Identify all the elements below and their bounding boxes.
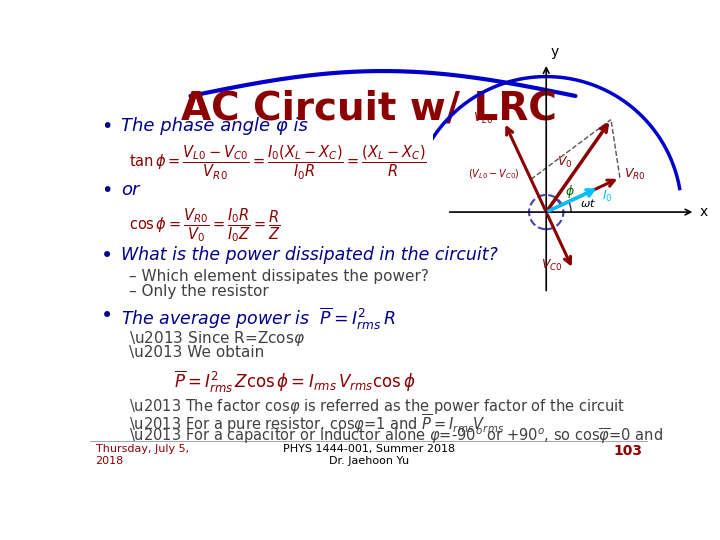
Text: •: • — [101, 117, 112, 136]
Text: \u2013 For a capacitor or inductor alone $\varphi$=-90$^o$ or +90$^o$, so cos$\o: \u2013 For a capacitor or inductor alone… — [129, 427, 663, 447]
Text: $\overline{P} = I^2_{rms}\,Z\cos\phi = I_{rms}\,V_{rms}\cos\phi$: $\overline{P} = I^2_{rms}\,Z\cos\phi = I… — [174, 369, 415, 395]
Text: AC Circuit w/ LRC: AC Circuit w/ LRC — [181, 90, 557, 128]
Text: What is the power dissipated in the circuit?: What is the power dissipated in the circ… — [121, 246, 498, 264]
Text: $I_0$: $I_0$ — [602, 189, 613, 204]
Text: •: • — [101, 181, 112, 200]
Text: $\cos\phi = \dfrac{V_{R0}}{V_0} = \dfrac{I_0 R}{I_0 Z} = \dfrac{R}{Z}$: $\cos\phi = \dfrac{V_{R0}}{V_0} = \dfrac… — [129, 206, 281, 244]
Text: The phase angle φ is: The phase angle φ is — [121, 117, 307, 135]
Text: •: • — [101, 246, 114, 266]
Text: $\tan\phi = \dfrac{V_{L0}-V_{C0}}{V_{R0}} = \dfrac{I_0(X_L - X_C)}{I_0 R} = \dfr: $\tan\phi = \dfrac{V_{L0}-V_{C0}}{V_{R0}… — [129, 144, 427, 182]
Text: $V_{C0}$: $V_{C0}$ — [541, 258, 563, 273]
Text: $V_0$: $V_0$ — [557, 155, 573, 170]
Text: \u2013 We obtain: \u2013 We obtain — [129, 345, 264, 360]
Text: – Only the resistor: – Only the resistor — [129, 285, 269, 299]
Text: $\omega t$: $\omega t$ — [580, 197, 596, 208]
Text: $(V_{L0}-V_{C0})$: $(V_{L0}-V_{C0})$ — [468, 167, 520, 181]
Text: \u2013 Since R=Zcos$\varphi$: \u2013 Since R=Zcos$\varphi$ — [129, 329, 305, 348]
Text: 103: 103 — [613, 444, 642, 458]
Text: or: or — [121, 181, 139, 199]
Text: \u2013 For a pure resistor, cos$\varphi$=1 and $\overline{P}=I_{rms}V_{rms}$: \u2013 For a pure resistor, cos$\varphi$… — [129, 412, 504, 435]
Text: x: x — [700, 205, 708, 219]
Text: Thursday, July 5,
2018: Thursday, July 5, 2018 — [96, 444, 189, 465]
Text: $V_{R0}$: $V_{R0}$ — [624, 167, 646, 182]
Text: •: • — [101, 306, 114, 326]
Text: The average power is  $\overline{P} = I^2_{rms}\,R$: The average power is $\overline{P} = I^2… — [121, 306, 395, 332]
Text: – Which element dissipates the power?: – Which element dissipates the power? — [129, 268, 429, 284]
Text: \u2013 The factor cos$\varphi$ is referred as the power factor of the circuit: \u2013 The factor cos$\varphi$ is referr… — [129, 397, 625, 416]
Text: $\phi$: $\phi$ — [565, 183, 575, 200]
Text: y: y — [551, 44, 559, 58]
Text: $V_{L0}$: $V_{L0}$ — [472, 111, 493, 126]
Text: PHYS 1444-001, Summer 2018
Dr. Jaehoon Yu: PHYS 1444-001, Summer 2018 Dr. Jaehoon Y… — [283, 444, 455, 465]
